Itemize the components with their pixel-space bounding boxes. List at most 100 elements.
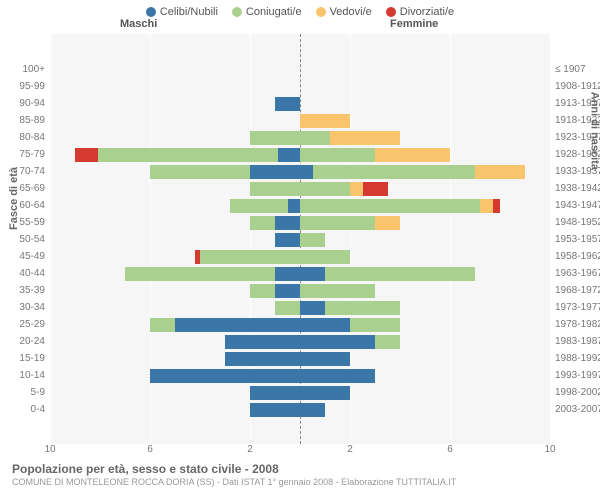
legend-item: Celibi/Nubili: [146, 6, 218, 18]
age-row: 90-941913-1917: [50, 95, 550, 112]
bar-segment: [275, 284, 300, 298]
bar-segment: [250, 386, 300, 400]
bar-segment: [225, 352, 300, 366]
age-row: 40-441963-1967: [50, 265, 550, 282]
age-label: 75-79: [5, 146, 45, 163]
bar-male: [150, 318, 300, 332]
bar-segment: [300, 403, 325, 417]
bar-segment: [200, 250, 300, 264]
birth-label: 1938-1942: [555, 180, 600, 197]
age-row: 15-191988-1992: [50, 350, 550, 367]
bar-female: [300, 284, 375, 298]
bar-segment: [325, 267, 475, 281]
legend-item: Divorziati/e: [386, 6, 454, 18]
bar-female: [300, 352, 350, 366]
bar-segment: [275, 216, 300, 230]
bar-segment: [275, 267, 300, 281]
bar-female: [300, 403, 325, 417]
legend-label: Vedovi/e: [330, 6, 372, 18]
bar-female: [300, 199, 500, 213]
bar-male: [225, 352, 300, 366]
population-pyramid-chart: Celibi/Nubili Coniugati/e Vedovi/e Divorzia…: [0, 0, 600, 500]
bar-segment: [300, 114, 350, 128]
bar-female: [300, 318, 400, 332]
bar-male: [150, 165, 300, 179]
age-row: 50-541953-1957: [50, 231, 550, 248]
bar-segment: [300, 182, 350, 196]
bar-male: [275, 301, 300, 315]
birth-label: 1998-2002: [555, 384, 600, 401]
bar-male: [250, 403, 300, 417]
bar-segment: [350, 318, 400, 332]
birth-label: ≤ 1907: [555, 61, 600, 78]
bar-female: [300, 148, 450, 162]
bar-segment: [275, 301, 300, 315]
gridline: [550, 34, 551, 444]
age-label: 55-59: [5, 214, 45, 231]
age-row: 20-241983-1987: [50, 333, 550, 350]
bar-segment: [300, 318, 350, 332]
age-label: 15-19: [5, 350, 45, 367]
bar-segment: [150, 318, 175, 332]
legend: Celibi/Nubili Coniugati/e Vedovi/e Divorzia…: [0, 0, 600, 18]
birth-label: 1978-1982: [555, 316, 600, 333]
age-row: 35-391968-1972: [50, 282, 550, 299]
bar-segment: [75, 148, 98, 162]
legend-label: Divorziati/e: [400, 6, 454, 18]
bar-segment: [175, 318, 300, 332]
header-male: Maschi: [120, 18, 157, 30]
bar-segment: [250, 216, 275, 230]
age-label: 30-34: [5, 299, 45, 316]
bar-segment: [313, 165, 476, 179]
legend-swatch: [232, 7, 242, 17]
bar-segment: [250, 182, 300, 196]
header-female: Femmine: [390, 18, 438, 30]
bar-segment: [225, 335, 300, 349]
bar-female: [300, 182, 388, 196]
legend-label: Coniugati/e: [246, 6, 302, 18]
legend-swatch: [316, 7, 326, 17]
bar-segment: [150, 165, 250, 179]
age-row: 10-141993-1997: [50, 367, 550, 384]
legend-swatch: [386, 7, 396, 17]
bar-segment: [288, 199, 301, 213]
bar-segment: [493, 199, 501, 213]
bar-male: [275, 233, 300, 247]
birth-label: 1968-1972: [555, 282, 600, 299]
bar-segment: [230, 199, 288, 213]
bar-male: [195, 250, 300, 264]
bar-segment: [325, 301, 400, 315]
age-row: 30-341973-1977: [50, 299, 550, 316]
bar-female: [300, 250, 350, 264]
age-label: 85-89: [5, 112, 45, 129]
age-label: 40-44: [5, 265, 45, 282]
bar-female: [300, 165, 525, 179]
bar-segment: [375, 216, 400, 230]
bar-segment: [275, 233, 300, 247]
bar-segment: [480, 199, 493, 213]
age-label: 60-64: [5, 197, 45, 214]
age-label: 25-29: [5, 316, 45, 333]
bar-segment: [300, 369, 375, 383]
bar-segment: [300, 301, 325, 315]
bar-female: [300, 233, 325, 247]
bar-male: [75, 148, 300, 162]
birth-label: 1923-1927: [555, 129, 600, 146]
bar-male: [250, 284, 300, 298]
bar-segment: [300, 199, 480, 213]
birth-label: 2003-2007: [555, 401, 600, 418]
birth-label: 1948-1952: [555, 214, 600, 231]
x-tick: 2: [347, 444, 353, 455]
bar-segment: [98, 148, 278, 162]
birth-label: 1963-1967: [555, 265, 600, 282]
x-tick: 2: [247, 444, 253, 455]
bar-segment: [300, 250, 350, 264]
bar-female: [300, 216, 400, 230]
birth-label: 1983-1987: [555, 333, 600, 350]
chart-title: Popolazione per età, sesso e stato civil…: [12, 462, 600, 476]
bar-segment: [330, 131, 400, 145]
birth-label: 1953-1957: [555, 231, 600, 248]
age-label: 80-84: [5, 129, 45, 146]
birth-label: 1908-1912: [555, 78, 600, 95]
bar-female: [300, 301, 400, 315]
